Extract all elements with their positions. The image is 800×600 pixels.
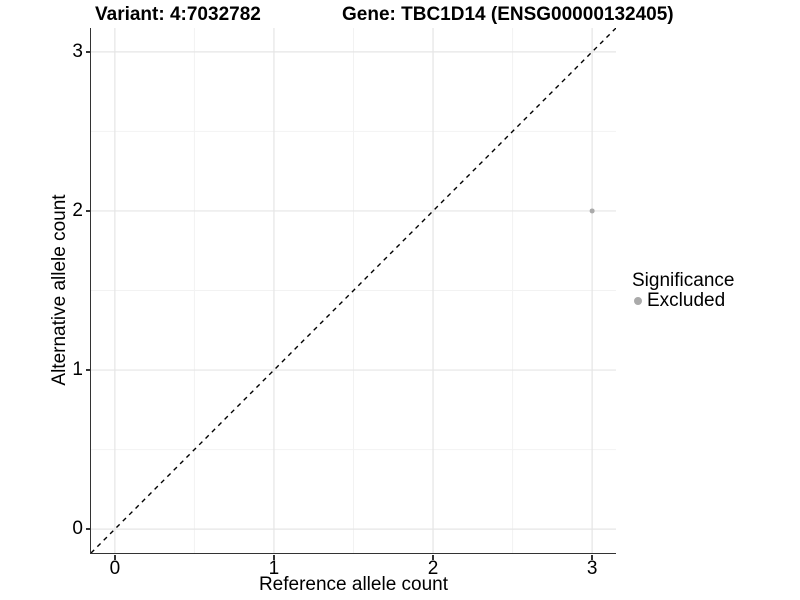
legend-entry: Excluded	[632, 290, 734, 311]
y-axis-tick	[85, 528, 91, 530]
y-axis-title: Alternative allele count	[49, 194, 70, 386]
x-axis-tick-label: 1	[268, 558, 280, 579]
x-axis-tick-label: 3	[586, 558, 598, 579]
y-axis-tick	[85, 51, 91, 53]
identity-reference-line	[90, 28, 616, 553]
y-axis-tick-label: 1	[72, 359, 83, 381]
plot-canvas	[90, 28, 616, 553]
x-axis-tick	[114, 554, 116, 560]
x-axis-tick-label: 2	[427, 558, 439, 579]
y-axis-tick-label: 0	[72, 518, 83, 540]
y-axis-tick-label: 2	[72, 199, 83, 221]
legend: Significance Excluded	[632, 270, 734, 311]
x-axis-tick	[273, 554, 275, 560]
x-axis-tick	[432, 554, 434, 560]
x-axis-tick-label: 0	[109, 558, 121, 579]
y-axis-tick	[85, 210, 91, 212]
plot-title-gene: Gene: TBC1D14 (ENSG00000132405)	[342, 4, 674, 25]
plot-title-variant: Variant: 4:7032782	[95, 4, 261, 25]
legend-key-point-icon	[634, 297, 642, 305]
x-axis-tick	[591, 554, 593, 560]
legend-entry-label: Excluded	[647, 290, 726, 311]
y-axis-tick	[85, 369, 91, 371]
data-point	[589, 208, 595, 214]
plot-panel	[89, 28, 616, 554]
x-axis-title: Reference allele count	[258, 574, 449, 595]
y-axis-tick-label: 3	[72, 40, 83, 62]
legend-title: Significance	[632, 270, 735, 291]
legend-entries: Excluded	[632, 290, 734, 311]
